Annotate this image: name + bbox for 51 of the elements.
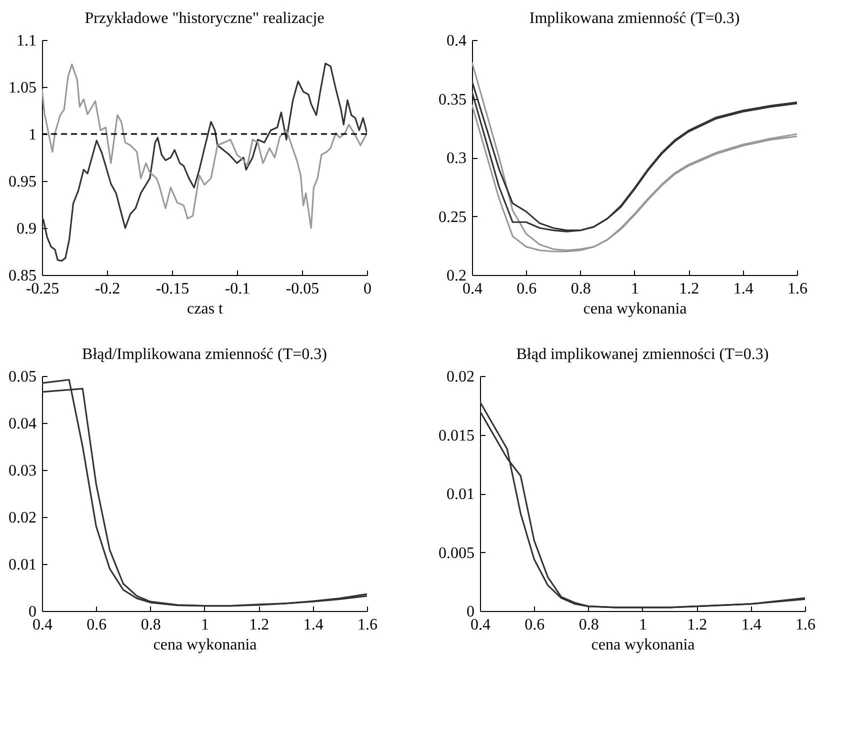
- y-tick-label: 0.4: [446, 32, 466, 50]
- x-tick-label: 1.4: [303, 616, 324, 634]
- x-tick-label: 0.8: [570, 280, 591, 298]
- x-tick-label: 0.6: [524, 616, 545, 634]
- x-axis-title: cena wykonania: [153, 636, 257, 654]
- y-tick-label: 0.005: [438, 544, 474, 562]
- y-tick-label: 0.35: [438, 91, 466, 108]
- y-tick-label: 0.02: [8, 510, 36, 526]
- y-tick-label: 0.01: [446, 486, 474, 503]
- x-tick-label: 1.6: [796, 616, 816, 634]
- x-tick-label: 0: [364, 280, 372, 298]
- x-axis-title: cena wykonania: [591, 636, 695, 654]
- x-axis-title: czas t: [187, 300, 224, 318]
- x-tick-label: 0.6: [516, 280, 537, 298]
- chart-title: Błąd/Implikowana zmienność (T=0.3): [82, 346, 327, 363]
- x-tick-label: 1: [201, 616, 209, 634]
- chart-title: Błąd implikowanej zmienności (T=0.3): [516, 346, 769, 363]
- y-tick-label: 1.05: [8, 80, 36, 96]
- x-tick-label: 0.8: [140, 616, 161, 634]
- x-tick-label: 0.6: [86, 616, 107, 634]
- y-tick-label: 0.01: [8, 556, 36, 574]
- y-tick-label: 0.9: [16, 220, 36, 238]
- y-tick-label: 0.95: [8, 174, 36, 190]
- x-tick-label: 1.2: [679, 280, 700, 298]
- x-tick-label: -0.2: [94, 280, 120, 298]
- y-tick-label: 1.1: [16, 32, 36, 50]
- y-tick-label: 0.2: [446, 268, 466, 284]
- x-tick-label: 1.2: [249, 616, 270, 634]
- chart-title: Przykładowe "historyczne" realizacje: [84, 10, 324, 27]
- y-tick-label: 0.015: [438, 427, 474, 444]
- y-tick-label: 0.25: [438, 208, 466, 226]
- y-tick-label: 0.04: [8, 416, 36, 432]
- x-tick-label: 1: [631, 280, 639, 298]
- y-tick-label: 0.3: [446, 150, 466, 167]
- x-axis-title: cena wykonania: [583, 300, 687, 318]
- x-tick-label: 1.6: [358, 616, 378, 634]
- y-tick-label: 0.05: [8, 368, 36, 386]
- y-tick-label: 0: [28, 604, 36, 620]
- x-tick-label: -0.05: [286, 280, 320, 298]
- x-tick-label: -0.15: [156, 280, 190, 298]
- x-tick-label: -0.1: [224, 280, 250, 298]
- x-tick-label: 1.2: [687, 616, 708, 634]
- x-tick-label: 1.6: [788, 280, 808, 298]
- y-tick-label: 1: [28, 126, 36, 144]
- y-tick-label: 0.02: [446, 368, 474, 386]
- y-tick-label: 0.03: [8, 462, 36, 480]
- x-tick-label: 1.4: [741, 616, 762, 634]
- x-tick-label: 0.8: [578, 616, 599, 634]
- x-tick-label: 1.4: [733, 280, 754, 298]
- chart-title: Implikowana zmienność (T=0.3): [529, 10, 740, 27]
- x-tick-label: 1: [639, 616, 647, 634]
